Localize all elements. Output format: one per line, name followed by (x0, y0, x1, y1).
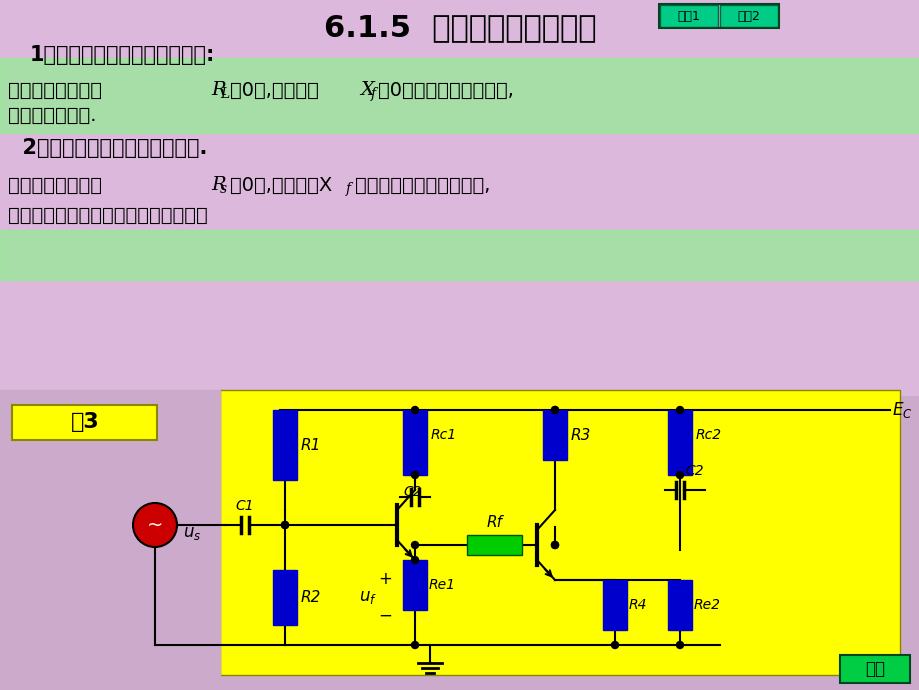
Text: ＝0，则判断为电压反馈,: ＝0，则判断为电压反馈, (378, 81, 514, 99)
Text: X: X (360, 81, 374, 99)
Text: Rc1: Rc1 (430, 428, 457, 442)
Circle shape (611, 642, 618, 649)
Text: Re2: Re2 (693, 598, 720, 612)
Text: R: R (210, 176, 225, 194)
Text: 加不到基本放大器输入端,: 加不到基本放大器输入端, (355, 175, 490, 195)
Text: 例3: 例3 (71, 412, 99, 432)
Circle shape (281, 522, 289, 529)
Circle shape (550, 542, 558, 549)
Bar (667, 580, 691, 630)
Circle shape (675, 642, 683, 649)
Text: C1: C1 (235, 499, 254, 513)
Bar (658, 4, 778, 28)
Circle shape (411, 471, 418, 478)
Text: ~: ~ (147, 515, 163, 535)
Bar (0, 390, 220, 675)
Text: 休息1: 休息1 (676, 10, 699, 23)
Text: 返回: 返回 (864, 660, 884, 678)
Text: −: − (378, 607, 391, 624)
Text: +: + (378, 571, 391, 589)
Text: f: f (370, 87, 375, 101)
Text: Rf: Rf (486, 515, 503, 530)
Bar (467, 535, 522, 555)
Circle shape (675, 471, 683, 478)
Text: 6.1.5  判别反馈类型的方法: 6.1.5 判别反馈类型的方法 (323, 14, 596, 43)
Circle shape (411, 642, 418, 649)
Circle shape (411, 542, 418, 549)
Bar (220, 390, 899, 675)
Text: R2: R2 (301, 590, 321, 605)
Text: ＝0）,反馈信号X: ＝0）,反馈信号X (230, 175, 332, 195)
Text: 如果输入端短路（: 如果输入端短路（ (8, 175, 102, 195)
Text: 1．判断电压反馈还是电流反馈:: 1．判断电压反馈还是电流反馈: (30, 45, 215, 65)
Text: R1: R1 (301, 437, 321, 453)
Text: 休息2: 休息2 (737, 10, 760, 23)
Bar (403, 560, 426, 610)
Circle shape (550, 542, 558, 549)
Text: Re1: Re1 (428, 578, 456, 592)
Circle shape (550, 406, 558, 413)
Bar (273, 410, 297, 480)
Text: f: f (346, 182, 351, 196)
Text: R: R (210, 81, 225, 99)
Text: R3: R3 (571, 428, 591, 442)
Circle shape (675, 406, 683, 413)
Bar (273, 570, 297, 625)
Circle shape (411, 406, 418, 413)
Text: s: s (220, 182, 227, 196)
Text: L: L (220, 87, 229, 101)
Text: $u_s$: $u_s$ (183, 524, 201, 542)
Text: Rc2: Rc2 (696, 428, 721, 442)
Bar (12, 405, 157, 440)
Text: $E_C$: $E_C$ (891, 400, 912, 420)
Bar (0, 230, 919, 280)
Text: C2: C2 (685, 464, 704, 478)
Circle shape (550, 406, 558, 413)
Text: R4: R4 (629, 598, 647, 612)
Bar (0, 58, 919, 133)
Bar (602, 580, 627, 630)
Circle shape (411, 557, 418, 564)
Text: 否则为电流反馈.: 否则为电流反馈. (8, 106, 96, 124)
Bar (659, 5, 717, 27)
Bar (403, 410, 426, 475)
Circle shape (281, 522, 289, 529)
Text: 2．判断并联反馈还是串联反馈.: 2．判断并联反馈还是串联反馈. (8, 138, 207, 158)
Circle shape (133, 503, 176, 547)
Text: ＝0）,反馈信号: ＝0）,反馈信号 (230, 81, 324, 99)
Bar (720, 5, 777, 27)
Bar (839, 655, 909, 683)
Text: 则判断为并联反馈。否则为串联反馈。: 则判断为并联反馈。否则为串联反馈。 (8, 206, 208, 224)
Text: C2: C2 (403, 485, 422, 499)
Bar (542, 410, 566, 460)
Bar (667, 410, 691, 475)
Text: $u_f$: $u_f$ (358, 589, 377, 607)
Bar (0, 0, 919, 395)
Text: 如果输出端短路（: 如果输出端短路（ (8, 81, 102, 99)
